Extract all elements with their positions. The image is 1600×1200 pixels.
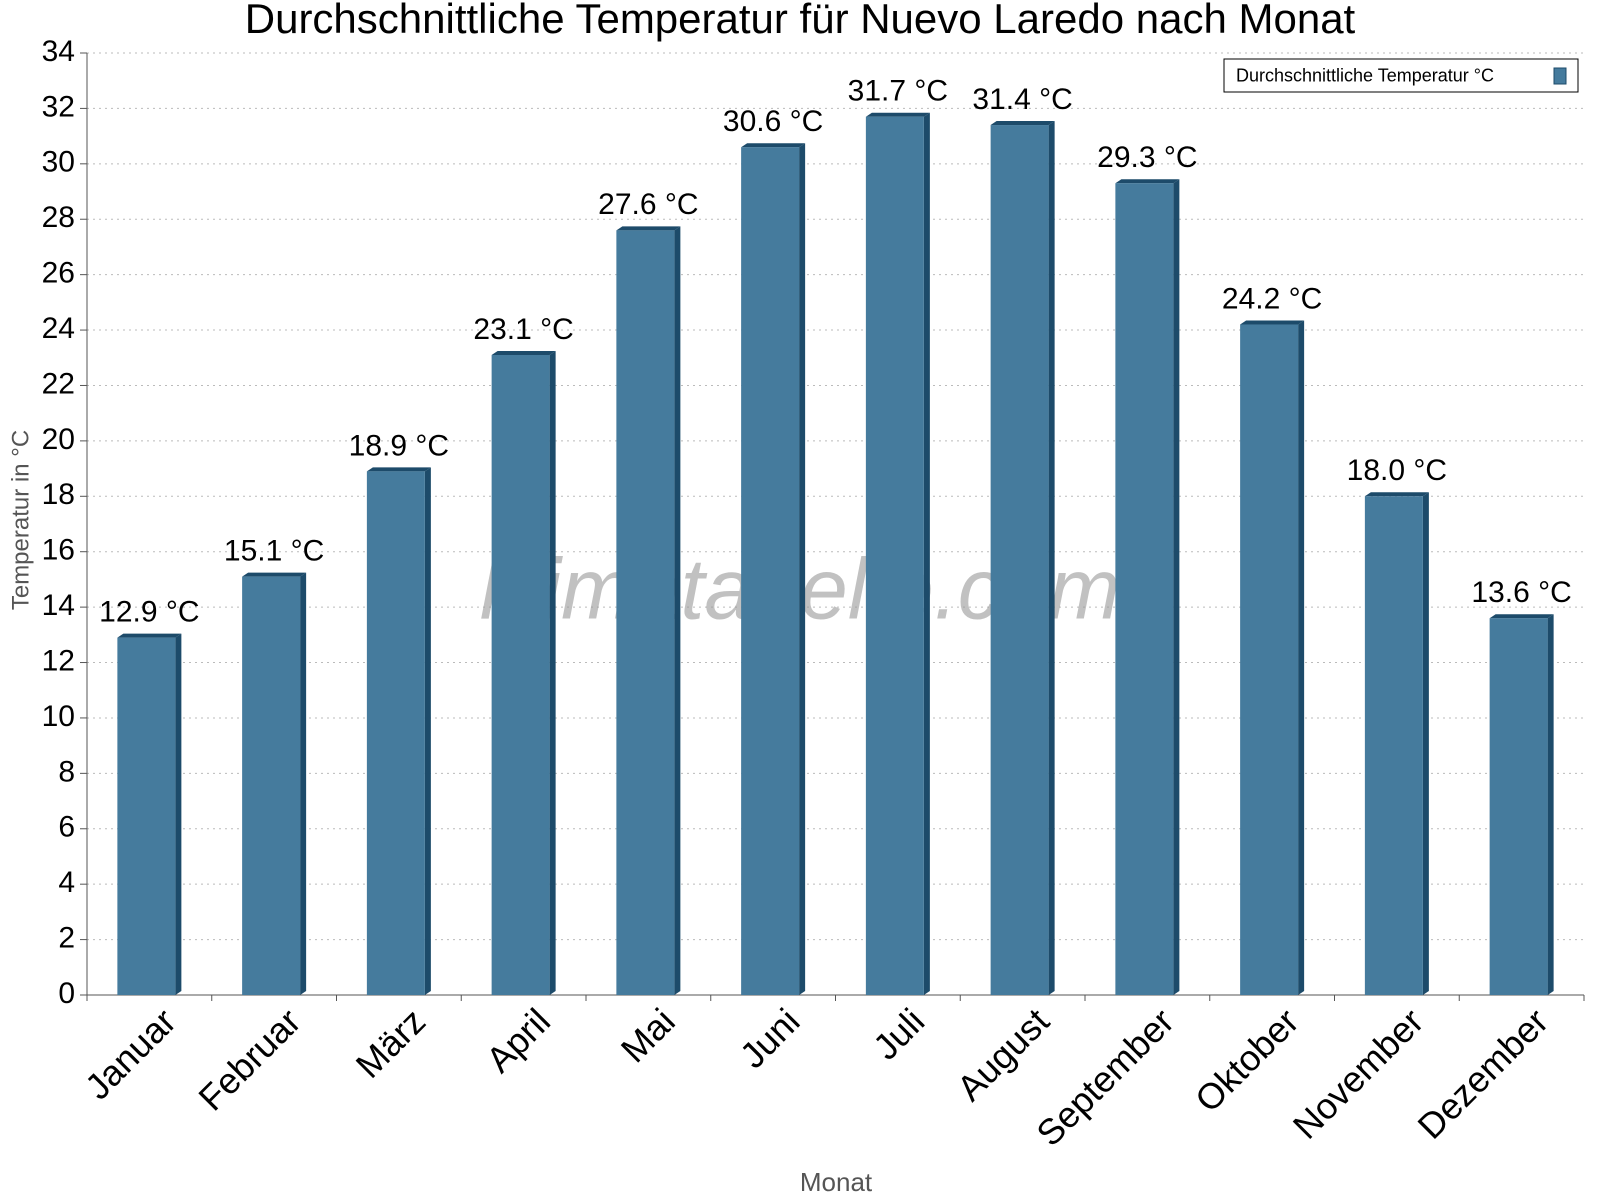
bar-depth-side	[1048, 121, 1055, 996]
data-label: 23.1 °C	[473, 313, 573, 346]
x-tick-label: Juli	[865, 1000, 932, 1067]
x-tick-label: März	[348, 1000, 434, 1086]
bar-depth-side	[424, 467, 431, 995]
data-label: 29.3 °C	[1097, 141, 1197, 174]
x-tick-label: September	[1028, 1000, 1182, 1154]
x-tick-label: Februar	[190, 1000, 308, 1118]
bar-depth-side	[300, 572, 307, 995]
bar-depth-side	[674, 226, 681, 996]
bar-depth-top	[117, 633, 182, 638]
x-tick-label: Juni	[732, 1000, 808, 1076]
y-tick-label: 30	[42, 146, 75, 179]
data-label: 30.6 °C	[723, 105, 823, 138]
y-tick-label: 18	[42, 478, 75, 511]
bar	[491, 354, 550, 995]
data-label: 18.9 °C	[349, 429, 449, 462]
y-axis-label: Temperatur in °C	[7, 430, 34, 610]
bar-depth-side	[1173, 179, 1180, 995]
x-axis-label: Monat	[800, 1167, 873, 1197]
bar	[1115, 183, 1174, 995]
bar-depth-top	[1115, 179, 1180, 184]
y-tick-label: 32	[42, 90, 75, 123]
data-label: 24.2 °C	[1222, 282, 1322, 315]
bar-depth-top	[242, 572, 307, 577]
bar-depth-top	[366, 467, 431, 472]
data-label: 18.0 °C	[1347, 454, 1447, 487]
data-label: 31.4 °C	[972, 83, 1072, 116]
bar	[990, 125, 1049, 996]
bar-depth-top	[741, 143, 806, 148]
y-tick-label: 12	[42, 644, 75, 677]
x-tick-label: Dezember	[1410, 1000, 1556, 1146]
bar-depth-side	[1298, 320, 1305, 995]
bar-depth-side	[1422, 492, 1429, 995]
y-tick-label: 28	[42, 201, 75, 234]
x-tick-label: April	[478, 1000, 558, 1080]
legend: Durchschnittliche Temperatur °C	[1223, 58, 1579, 93]
y-tick-label: 24	[42, 312, 75, 345]
bar-depth-side	[175, 633, 182, 995]
bar-depth-top	[1240, 320, 1305, 325]
bar-depth-side	[1547, 614, 1554, 995]
legend-box	[1223, 58, 1579, 93]
bar-depth-top	[616, 226, 681, 231]
bar-depth-top	[1364, 492, 1429, 497]
bar-depth-side	[923, 112, 930, 996]
y-tick-label: 2	[58, 922, 75, 955]
bar-depth-side	[549, 350, 556, 995]
bar-depth-side	[799, 143, 806, 995]
y-tick-label: 8	[58, 755, 75, 788]
data-label: 12.9 °C	[99, 596, 199, 629]
bar	[1240, 324, 1299, 995]
y-tick-label: 14	[42, 589, 75, 622]
data-label: 13.6 °C	[1471, 576, 1571, 609]
x-tick-label: August	[949, 1000, 1057, 1108]
y-tick-label: 10	[42, 700, 75, 733]
data-label: 31.7 °C	[848, 75, 948, 108]
bar	[616, 230, 675, 996]
bar	[366, 471, 425, 995]
y-tick-label: 6	[58, 811, 75, 844]
bar-depth-top	[990, 121, 1055, 126]
x-tick-label: Mai	[613, 1000, 683, 1070]
bar-depth-top	[865, 112, 930, 117]
chart-title: Durchschnittliche Temperatur für Nuevo L…	[245, 0, 1356, 42]
x-tick-label: Oktober	[1187, 1000, 1307, 1120]
data-label: 15.1 °C	[224, 535, 324, 568]
y-tick-label: 26	[42, 257, 75, 290]
y-tick-label: 4	[58, 866, 75, 899]
legend-swatch	[1553, 67, 1567, 85]
bar	[865, 116, 924, 996]
bar	[741, 147, 800, 995]
bar	[1489, 618, 1548, 995]
x-tick-label: November	[1285, 1000, 1431, 1146]
y-tick-label: 22	[42, 367, 75, 400]
y-tick-label: 34	[42, 35, 75, 68]
y-tick-label: 16	[42, 534, 75, 567]
y-tick-label: 20	[42, 423, 75, 456]
x-tick-label: Januar	[77, 1000, 184, 1107]
bar	[117, 637, 176, 995]
y-tick-label: 0	[58, 977, 75, 1010]
bar	[1364, 496, 1423, 995]
bar-depth-top	[491, 350, 556, 355]
data-label: 27.6 °C	[598, 188, 698, 221]
bar	[242, 576, 301, 995]
bar-depth-top	[1489, 614, 1554, 619]
legend-label: Durchschnittliche Temperatur °C	[1236, 65, 1494, 85]
